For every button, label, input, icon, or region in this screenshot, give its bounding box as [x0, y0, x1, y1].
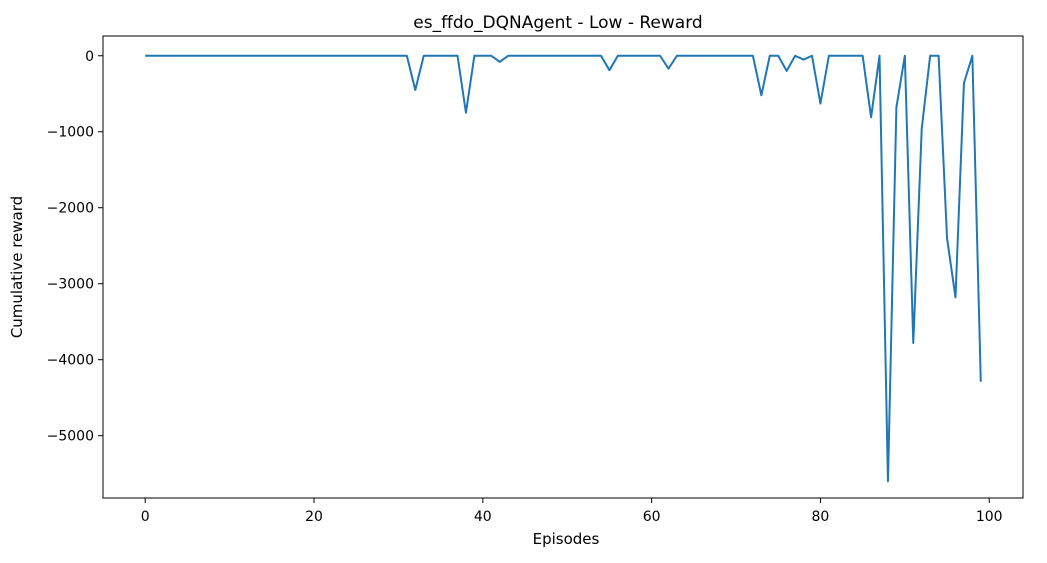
x-tick-label: 20 — [305, 509, 323, 525]
x-axis-label: Episodes — [533, 530, 600, 548]
y-axis: 0 −1000 −2000 −3000 −4000 −5000 — [47, 49, 103, 445]
plot-area — [145, 54, 982, 483]
y-tick-label: −3000 — [47, 277, 94, 293]
plot-frame — [102, 35, 1024, 499]
x-tick-label: 60 — [643, 509, 661, 525]
x-tick-label: 40 — [474, 509, 492, 525]
y-tick-label: −4000 — [47, 353, 94, 369]
x-tick-label: 100 — [976, 509, 1003, 525]
x-tick-label: 0 — [141, 509, 150, 525]
y-tick-label: −2000 — [47, 201, 94, 217]
x-tick-label: 80 — [812, 509, 830, 525]
chart-title: es_ffdo_DQNAgent - Low - Reward — [413, 13, 702, 33]
y-tick-label: −5000 — [47, 429, 94, 445]
series-line-0 — [145, 54, 982, 483]
x-axis: 0 20 40 60 80 100 — [141, 498, 1003, 525]
y-tick-label: 0 — [85, 49, 94, 65]
y-axis-label: Cumulative reward — [8, 196, 26, 338]
y-tick-label: −1000 — [47, 125, 94, 141]
